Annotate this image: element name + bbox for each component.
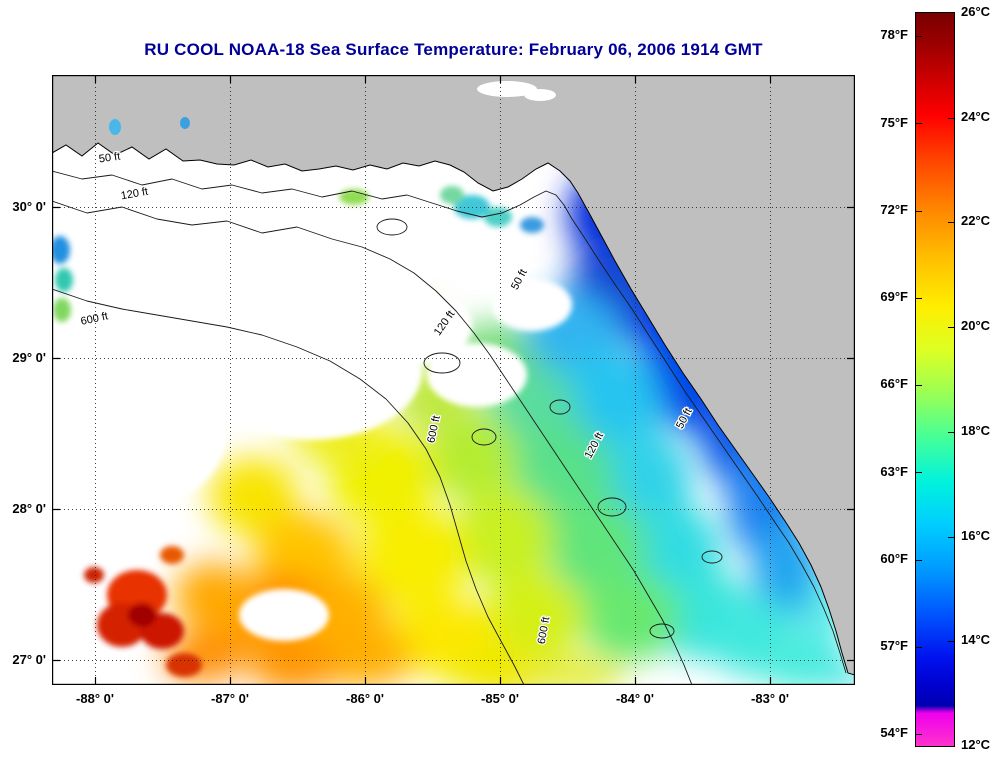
x-tick-label: -83° 0' xyxy=(751,691,789,706)
x-tick-label: -84° 0' xyxy=(616,691,654,706)
colorbar-label-c: 18°C xyxy=(961,423,991,438)
sst-map: 50 ft 50 ft 50 ft 120 ft 120 ft 120 ft 6… xyxy=(32,74,864,698)
colorbar-label-c: 16°C xyxy=(961,528,991,543)
colorbar-label-f: 57°F xyxy=(880,638,908,653)
x-tick-label: -87° 0' xyxy=(211,691,249,706)
y-tick-label: 30° 0' xyxy=(12,199,46,214)
sst-map-canvas: 50 ft 50 ft 50 ft 120 ft 120 ft 120 ft 6… xyxy=(32,74,864,698)
plot-border xyxy=(51,74,856,686)
colorbar-label-f: 78°F xyxy=(880,27,908,42)
contour-50ft xyxy=(51,170,847,674)
colorbar-tick xyxy=(916,211,922,212)
colorbar-label-f: 69°F xyxy=(880,289,908,304)
plot-title: RU COOL NOAA-18 Sea Surface Temperature:… xyxy=(144,40,763,59)
colorbar-tick xyxy=(948,118,954,119)
colorbar-label-c: 24°C xyxy=(961,109,991,124)
colorbar-tick xyxy=(948,222,954,223)
x-tick-label: -86° 0' xyxy=(346,691,384,706)
colorbar-tick xyxy=(948,432,954,433)
axis-ticks xyxy=(52,75,855,685)
sst-speckles xyxy=(50,186,620,677)
contour-600ft xyxy=(51,288,525,686)
land-mass xyxy=(51,74,856,676)
colorbar-gradient xyxy=(915,12,955,747)
colorbar-tick xyxy=(916,123,922,124)
colorbar-label-c: 12°C xyxy=(961,737,991,752)
y-tick-label: 29° 0' xyxy=(12,350,46,365)
colorbar-label-f: 54°F xyxy=(880,725,908,740)
cloud-cover xyxy=(32,155,572,641)
colorbar-label-f: 66°F xyxy=(880,376,908,391)
colorbar-tick xyxy=(948,641,954,642)
colorbar-tick xyxy=(916,385,922,386)
depth-contours xyxy=(51,170,847,686)
colorbar-label-c: 22°C xyxy=(961,213,991,228)
colorbar-tick xyxy=(916,560,922,561)
land-details xyxy=(109,81,556,135)
colorbar-tick xyxy=(916,36,922,37)
colorbar-label-c: 14°C xyxy=(961,632,991,647)
colorbar-tick xyxy=(916,647,922,648)
colorbar-tick xyxy=(916,734,922,735)
graticule xyxy=(52,75,855,685)
contour-label-50ft: 50 ft xyxy=(98,151,121,166)
x-tick-label: -88° 0' xyxy=(76,691,114,706)
colorbar-tick xyxy=(948,327,954,328)
y-tick-label: 27° 0' xyxy=(12,652,46,667)
colorbar-label-f: 72°F xyxy=(880,202,908,217)
colorbar-tick xyxy=(916,298,922,299)
colorbar-label-f: 75°F xyxy=(880,115,908,130)
y-tick-label: 28° 0' xyxy=(12,501,46,516)
contour-120ft xyxy=(51,200,693,686)
colorbar-label-f: 63°F xyxy=(880,464,908,479)
colorbar-label-f: 60°F xyxy=(880,551,908,566)
x-tick-label: -85° 0' xyxy=(481,691,519,706)
colorbar-tick xyxy=(948,537,954,538)
colorbar-label-c: 26°C xyxy=(961,4,991,19)
colorbar-label-c: 20°C xyxy=(961,318,991,333)
colorbar-tick xyxy=(916,472,922,473)
